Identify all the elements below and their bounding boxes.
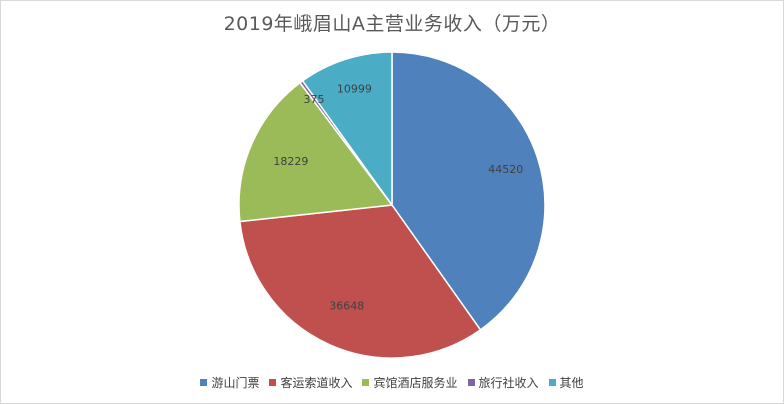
data-label-4: 375	[304, 93, 325, 106]
data-label-3: 18229	[273, 155, 308, 168]
legend-swatch-2	[269, 379, 277, 386]
data-label-2: 36648	[329, 299, 364, 312]
legend-swatch-4	[467, 379, 475, 386]
pie-slices	[238, 51, 546, 359]
legend-item-2: 客运索道收入	[269, 374, 352, 391]
legend-label-2: 客运索道收入	[280, 376, 353, 390]
data-label-1: 44520	[488, 163, 523, 176]
pie-slice-5	[301, 51, 393, 208]
legend-item-3: 宾馆酒店服务业	[362, 374, 458, 391]
chart-title: 2019年峨眉山A主营业务收入（万元）	[223, 13, 561, 35]
data-label-5: 10999	[337, 83, 372, 96]
legend-swatch-5	[548, 379, 556, 386]
legend-item-1: 游山门票	[200, 374, 259, 391]
legend-label-5: 其他	[559, 376, 584, 390]
pie-data-labels: 44520 36648 18229 375 10999	[273, 83, 523, 313]
legend-label-4: 旅行社收入	[478, 376, 539, 390]
legend-label-1: 游山门票	[211, 376, 260, 390]
legend-item-4: 旅行社收入	[467, 374, 539, 391]
legend-label-3: 宾馆酒店服务业	[373, 376, 458, 390]
legend-swatch-3	[362, 379, 370, 386]
pie-slice-2	[239, 204, 482, 359]
pie-slice-1	[391, 51, 546, 331]
pie-slice-3	[238, 81, 394, 223]
legend-swatch-1	[200, 379, 208, 386]
chart-legend: 游山门票 客运索道收入 宾馆酒店服务业 旅行社收入 其他	[0, 374, 784, 391]
legend-item-5: 其他	[548, 374, 584, 391]
